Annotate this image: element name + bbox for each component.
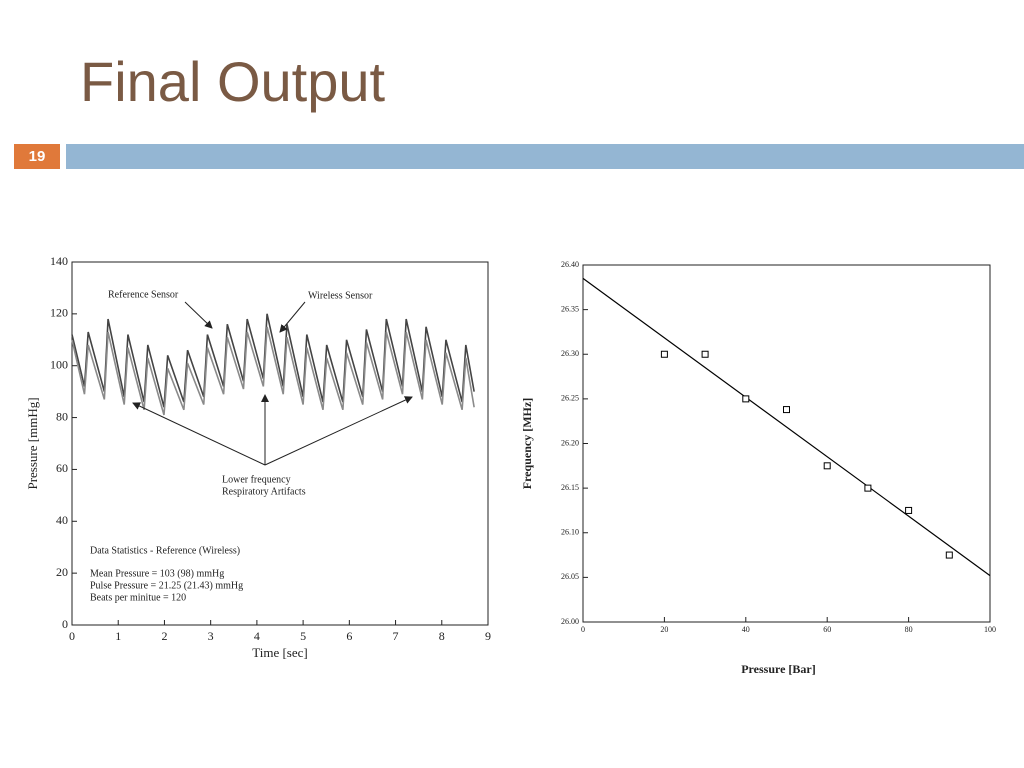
x-tick-label: 6 [346, 629, 352, 643]
y-tick-label: 40 [56, 513, 68, 527]
series-label: Reference Sensor [108, 289, 179, 300]
series-line [71, 313, 475, 408]
slide-title: Final Output [80, 50, 385, 113]
y-tick-label: 26.35 [561, 304, 579, 313]
arrow [279, 301, 306, 333]
x-tick-label: 80 [905, 625, 913, 634]
data-point [783, 406, 790, 414]
y-tick-label: 26.05 [561, 572, 579, 581]
data-point [945, 551, 953, 559]
x-tick-label: 2 [161, 629, 167, 643]
x-tick-label: 20 [660, 625, 668, 634]
annotation: Data Statistics - Reference (Wireless) [90, 545, 240, 556]
annotation: Mean Pressure = 103 (98) mmHg [90, 568, 224, 579]
y-tick-label: 26.30 [561, 349, 579, 358]
x-tick-label: 9 [485, 629, 491, 643]
data-point [823, 462, 831, 470]
y-axis-title: Pressure [mmHg] [25, 397, 40, 489]
x-tick-label: 7 [393, 629, 399, 643]
y-tick-label: 26.15 [561, 483, 579, 492]
y-tick-label: 20 [56, 565, 68, 579]
data-point [905, 506, 913, 514]
data-point [864, 484, 872, 492]
x-tick-label: 40 [742, 625, 750, 634]
annotation: Pulse Pressure = 21.25 (21.43) mmHg [90, 580, 243, 591]
x-tick-label: 60 [823, 625, 831, 634]
plot-frame [71, 261, 489, 626]
data-point [742, 395, 750, 403]
data-point [660, 350, 668, 358]
annotation: Lower frequency [222, 474, 291, 485]
x-tick-label: 0 [581, 625, 585, 634]
x-tick-label: 8 [439, 629, 445, 643]
annotation: Respiratory Artifacts [222, 486, 306, 497]
y-tick-label: 26.40 [561, 260, 579, 269]
header-bar [66, 144, 1024, 169]
arrow [264, 396, 413, 466]
series-line [71, 326, 475, 416]
slide-number: 19 [29, 148, 46, 165]
series-label: Wireless Sensor [308, 290, 373, 301]
y-tick-label: 26.10 [561, 528, 579, 537]
x-tick-label: 4 [254, 629, 260, 643]
y-tick-label: 26.00 [561, 617, 579, 626]
data-point [701, 350, 709, 358]
x-axis-title: Pressure [Bar] [741, 662, 816, 676]
x-tick-label: 100 [984, 625, 996, 634]
number-box [14, 144, 60, 169]
y-tick-label: 100 [50, 357, 68, 371]
x-axis-title: Time [sec] [252, 645, 308, 660]
arrow [184, 301, 213, 329]
plot-frame [582, 264, 991, 623]
x-tick-label: 5 [300, 629, 306, 643]
y-tick-label: 120 [50, 306, 68, 320]
pressure-chart: 0 1 2 3 4 5 6 7 8 9 0 20 40 60 80 100 120 140 Reference Se… [25, 254, 491, 660]
x-tick-label: 1 [115, 629, 121, 643]
y-tick-label: 60 [56, 461, 68, 475]
frequency-chart: 0 20 40 60 80 100 26.00 26.05 26.10 26.15 26.20 26.… [520, 260, 996, 676]
y-tick-label: 140 [50, 254, 68, 268]
fit-line [582, 277, 991, 577]
annotation: Beats per minitue = 120 [90, 592, 186, 603]
x-tick-label: 3 [208, 629, 214, 643]
y-tick-label: 0 [62, 617, 68, 631]
y-tick-label: 26.20 [561, 438, 579, 447]
y-tick-label: 80 [56, 409, 68, 423]
x-tick-label: 0 [69, 629, 75, 643]
y-tick-label: 26.25 [561, 394, 579, 403]
arrow [132, 402, 266, 466]
y-axis-title: Frequency [MHz] [520, 398, 534, 489]
